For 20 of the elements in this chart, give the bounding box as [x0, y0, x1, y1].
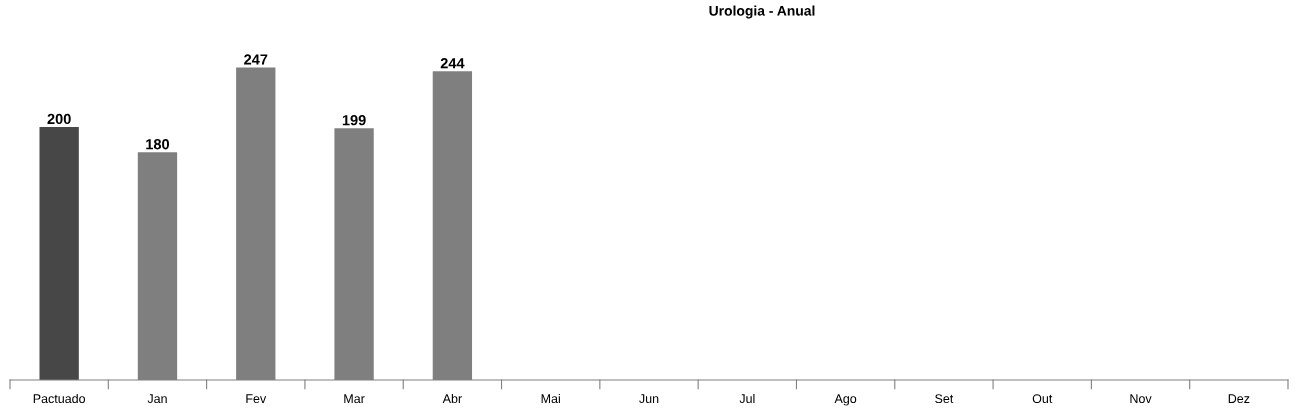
x-tick-label: Abr [442, 393, 462, 404]
x-tick-label: Mai [541, 393, 560, 404]
bar [39, 126, 79, 380]
x-tick-label: Ago [834, 394, 857, 406]
x-tick-label: Set [935, 394, 954, 404]
data-label: 247 [244, 54, 268, 65]
x-tick-label: Jan [147, 394, 167, 404]
x-tick-label: Pactuado [33, 393, 86, 404]
data-label: 244 [440, 58, 465, 69]
data-label: 200 [47, 113, 71, 125]
data-label: 180 [146, 139, 170, 150]
x-tick-label: Jul [739, 393, 755, 404]
x-tick-label: Dez [1228, 394, 1250, 404]
x-tick-label: Jun [639, 394, 659, 404]
x-tick-label: Nov [1130, 394, 1152, 404]
x-tick-label: Fev [246, 394, 267, 404]
data-label: 199 [342, 115, 366, 126]
chart-title: Urologia - Anual [709, 5, 815, 19]
x-tick-label: Mar [344, 394, 365, 404]
x-tick-label: Out [1032, 394, 1053, 404]
